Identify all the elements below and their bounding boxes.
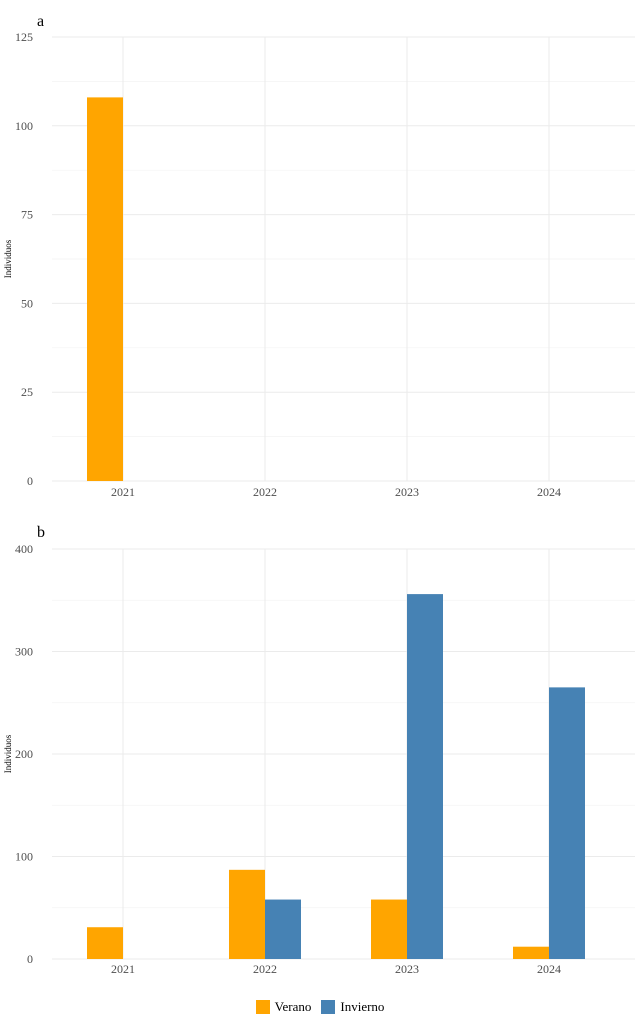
x-tick-label: 2021 [111, 485, 135, 499]
x-tick-label: 2022 [253, 962, 277, 976]
bar-verano-2021 [87, 97, 123, 481]
x-tick-label: 2022 [253, 485, 277, 499]
x-tick-label: 2024 [537, 962, 561, 976]
y-tick-label: 100 [15, 850, 33, 864]
legend-swatch-verano [255, 1000, 270, 1014]
y-tick-label: 50 [21, 296, 33, 310]
y-axis-label: Individuos [3, 734, 13, 773]
y-axis-label: Individuos [3, 239, 13, 278]
y-tick-label: 25 [21, 385, 33, 399]
y-tick-label: 200 [15, 747, 33, 761]
chart-panel-b: 0 100 200 300 400 2021 2022 2023 2024 b Individuos [3, 524, 635, 976]
y-tick-label: 0 [27, 474, 33, 488]
legend-label-verano: Verano [274, 999, 312, 1014]
bar-verano-2021 [87, 927, 123, 959]
x-tick-label: 2023 [395, 962, 419, 976]
y-tick-label: 0 [27, 952, 33, 966]
x-tick-label: 2023 [395, 485, 419, 499]
y-tick-label: 400 [15, 542, 33, 556]
legend-item-invierno: Invierno [321, 999, 384, 1015]
y-tick-label: 75 [21, 208, 33, 222]
x-tick-label: 2024 [537, 485, 561, 499]
y-tick-label: 300 [15, 645, 33, 659]
legend-swatch-invierno [321, 1000, 336, 1014]
panel-label: b [37, 524, 45, 541]
chart-panel-a: 0 25 50 75 100 125 2021 2022 2023 2024 a Individuos [3, 13, 635, 499]
panel-label: a [37, 13, 44, 30]
bar-invierno-2024 [549, 687, 585, 959]
bar-verano-2024 [513, 946, 549, 959]
bar-verano-2023 [371, 899, 407, 959]
x-tick-label: 2021 [111, 962, 135, 976]
y-tick-label: 125 [15, 30, 33, 44]
legend-label-invierno: Invierno [340, 999, 385, 1014]
bar-invierno-2022 [265, 899, 301, 959]
legend-item-verano: Verano [255, 999, 312, 1015]
legend: Verano Invierno [0, 997, 640, 1017]
y-tick-label: 100 [15, 119, 33, 133]
bar-verano-2022 [229, 869, 265, 959]
bar-invierno-2023 [407, 594, 443, 959]
